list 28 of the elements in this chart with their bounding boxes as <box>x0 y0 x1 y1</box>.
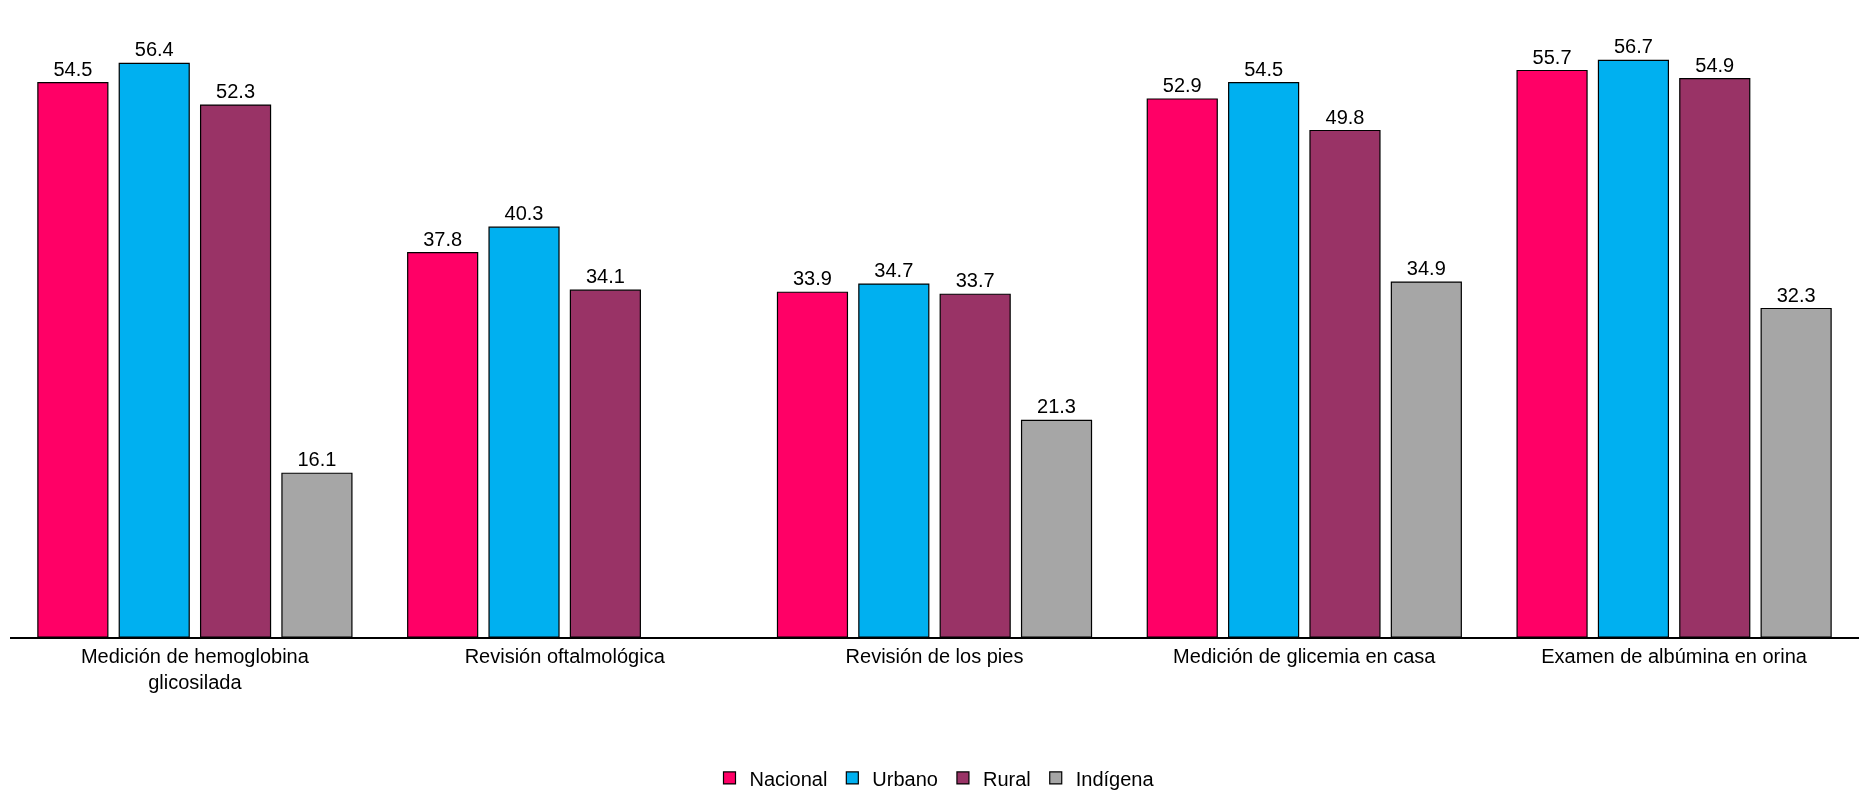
data-label: 52.9 <box>1162 74 1202 96</box>
data-label: 34.1 <box>585 265 625 288</box>
legend-label: Urbano <box>872 767 938 790</box>
data-label: 52.3 <box>216 80 256 103</box>
data-label: 37.8 <box>423 227 463 250</box>
legend-label: Indígena <box>1075 767 1155 790</box>
data-label: 49.8 <box>1325 105 1365 128</box>
data-label: 32.3 <box>1776 283 1816 306</box>
data-label: 54.5 <box>1244 57 1284 80</box>
legend-label: Nacional <box>749 767 828 790</box>
x-tick-label: Medición de glicemia en casa <box>1173 645 1437 667</box>
data-label: 56.4 <box>134 38 174 61</box>
data-label: 16.1 <box>297 448 337 471</box>
data-label: 21.3 <box>1037 395 1076 418</box>
x-tick-label: Medición de hemoglobina glicosilada <box>80 645 310 693</box>
x-tick-label: Examen de albúmina en orina <box>1541 645 1808 667</box>
data-label: 33.7 <box>955 269 995 292</box>
data-label: 33.9 <box>793 267 832 290</box>
legend-label: Rural <box>982 767 1031 790</box>
data-label: 34.7 <box>874 259 914 282</box>
x-tick-label: Revisión oftalmológica <box>464 645 666 667</box>
data-label: 40.3 <box>504 202 544 225</box>
data-label: 56.7 <box>1613 35 1653 58</box>
data-label: 34.9 <box>1406 257 1446 280</box>
data-label: 54.9 <box>1695 53 1735 76</box>
data-label: 54.5 <box>53 57 93 80</box>
data-label: 55.7 <box>1532 45 1572 68</box>
x-tick-label: Revisión de los pies <box>845 645 1024 667</box>
